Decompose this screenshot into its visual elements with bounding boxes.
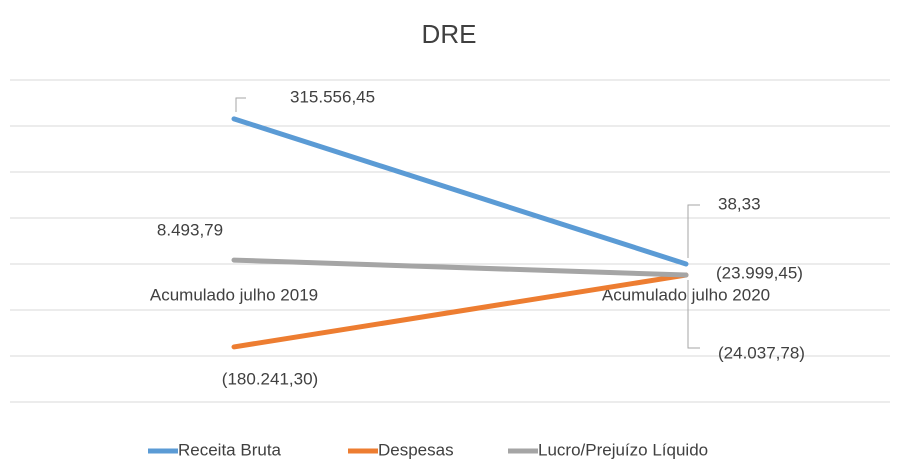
series-line — [231, 257, 689, 278]
data-label: (23.999,45) — [716, 263, 803, 282]
leader-line — [687, 280, 700, 349]
data-label: 8.493,79 — [157, 220, 223, 239]
x-tick-label: Acumulado julho 2019 — [150, 285, 318, 304]
legend-label: Despesas — [378, 440, 454, 459]
chart-title: DRE — [422, 19, 477, 49]
data-label: 38,33 — [718, 194, 761, 213]
data-label: (24.037,78) — [718, 343, 805, 362]
legend-label: Lucro/Prejuízo Líquido — [538, 440, 708, 459]
data-label: (180.241,30) — [222, 369, 318, 388]
leader-line — [235, 97, 246, 112]
leader-line — [687, 204, 700, 258]
x-tick-label: Acumulado julho 2020 — [602, 285, 770, 304]
series-line — [231, 272, 689, 350]
series-line — [231, 116, 689, 267]
data-label: 315.556,45 — [290, 87, 375, 106]
legend-label: Receita Bruta — [178, 440, 282, 459]
